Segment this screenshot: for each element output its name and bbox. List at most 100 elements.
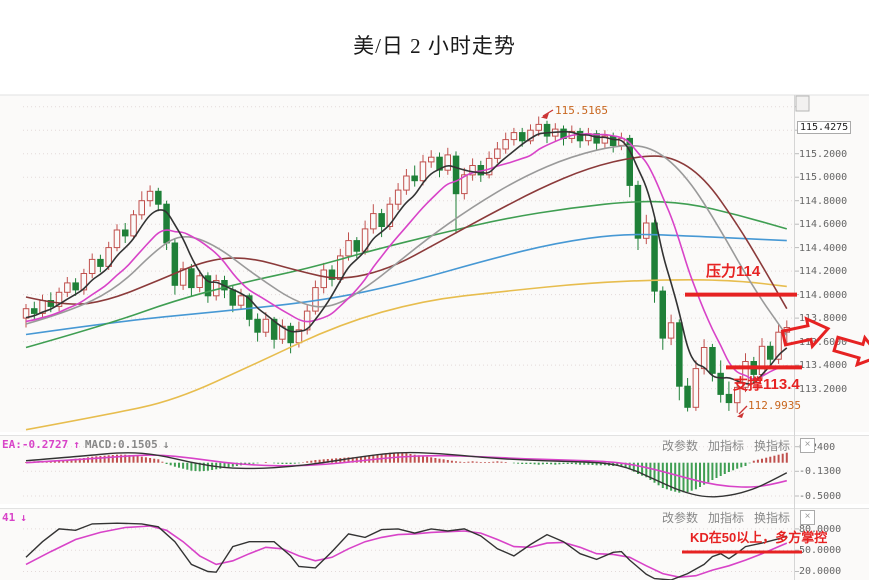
candle — [80, 273, 88, 291]
change-params-link[interactable]: 改参数 — [662, 511, 699, 525]
add-indicator-link[interactable]: 加指标 — [708, 439, 745, 453]
macd-axis-label: -0.5000 — [799, 491, 842, 502]
ma5-line — [25, 130, 788, 385]
candle — [55, 291, 63, 307]
macd-indicator-controls: 改参数 加指标 换指标 × — [662, 437, 816, 454]
candle — [725, 393, 733, 404]
candle — [700, 347, 708, 370]
candle — [659, 290, 666, 339]
candle — [634, 184, 642, 239]
candle — [171, 242, 179, 286]
price-axis-label: 114.4000 — [799, 242, 848, 254]
price-axis-label: 115.2000 — [799, 148, 848, 160]
candle — [444, 154, 451, 171]
macd-axis-label: 0.2400 — [799, 441, 836, 453]
kd-axis-label: 80.0000 — [799, 523, 842, 535]
switch-indicator-link[interactable]: 换指标 — [754, 439, 791, 453]
candle — [510, 132, 518, 141]
candle — [370, 213, 377, 230]
price-axis-label: 113.2000 — [799, 383, 848, 395]
support-label: 支撑113.4 — [733, 376, 800, 393]
close-indicator-button[interactable]: × — [800, 438, 816, 453]
switch-indicator-link[interactable]: 换指标 — [754, 511, 791, 525]
down-arrow-icon: ↓ — [162, 438, 170, 451]
candle — [692, 368, 700, 408]
candle — [643, 222, 650, 239]
candle — [31, 308, 38, 314]
candle — [469, 165, 476, 176]
candle — [179, 268, 187, 286]
candle — [262, 318, 270, 333]
macd-value: MACD:0.1505 — [84, 438, 158, 451]
candle — [328, 269, 336, 280]
add-indicator-link[interactable]: 加指标 — [708, 511, 745, 525]
current-price-tag: 115.4275 — [797, 121, 852, 134]
candle — [386, 203, 394, 227]
scrollbar-thumb[interactable] — [795, 95, 810, 112]
candle — [403, 175, 410, 191]
candle — [72, 282, 79, 291]
ma10-line — [25, 133, 787, 380]
candle — [626, 137, 633, 186]
candle — [122, 229, 129, 237]
down-arrow-icon: ↓ — [20, 511, 27, 524]
candle — [485, 157, 493, 176]
kd-indicator-controls: 改参数 加指标 换指标 × — [662, 509, 816, 526]
candle — [717, 372, 724, 395]
price-axis-label: 114.8000 — [799, 195, 848, 207]
candle — [452, 155, 460, 195]
price-axis-label: 114.0000 — [799, 289, 848, 301]
candle — [684, 385, 691, 408]
dif-line — [25, 451, 788, 498]
resistance-label: 压力114 — [706, 263, 761, 280]
candle — [502, 139, 509, 150]
kd-axis-label: 20.0000 — [799, 566, 842, 578]
candle — [609, 135, 617, 147]
candle — [411, 175, 418, 182]
candle — [138, 200, 145, 216]
up-arrow-icon: ↑ — [73, 438, 80, 451]
candle — [667, 322, 675, 339]
candle — [783, 327, 791, 333]
low-marker-label: 112.9935 — [748, 399, 801, 412]
candle — [419, 161, 427, 182]
candle — [353, 240, 360, 252]
candle — [758, 345, 766, 375]
candle — [64, 282, 71, 293]
close-indicator-button[interactable]: × — [800, 510, 816, 525]
candle — [130, 214, 137, 237]
ma60-line — [25, 200, 788, 349]
kd-value: 41 — [2, 511, 16, 524]
candle — [229, 289, 236, 306]
price-axis-label: 114.2000 — [799, 266, 848, 278]
candle — [237, 295, 245, 306]
price-axis-label: 113.6000 — [799, 336, 848, 348]
ma120-line — [25, 233, 787, 336]
candle — [88, 258, 96, 274]
candle — [312, 287, 319, 312]
candle — [535, 123, 542, 131]
candle — [204, 275, 212, 297]
candle — [155, 190, 162, 205]
candle — [378, 213, 385, 228]
change-params-link[interactable]: 改参数 — [662, 439, 699, 453]
candle — [320, 269, 327, 289]
candle — [254, 318, 261, 333]
candle — [767, 345, 774, 360]
ma30-line — [25, 155, 788, 310]
macd-axis-label: -0.1300 — [799, 466, 842, 478]
candle — [576, 130, 584, 142]
candle — [146, 190, 154, 202]
candle — [22, 308, 30, 319]
kd-axis-label: 50.0000 — [799, 545, 842, 557]
candle — [543, 123, 551, 137]
candle — [97, 258, 104, 267]
price-axis-label: 113.4000 — [799, 360, 848, 372]
candle — [593, 133, 600, 144]
candle — [527, 129, 534, 142]
candle — [601, 135, 609, 144]
candle — [676, 322, 683, 387]
candle — [196, 275, 203, 288]
